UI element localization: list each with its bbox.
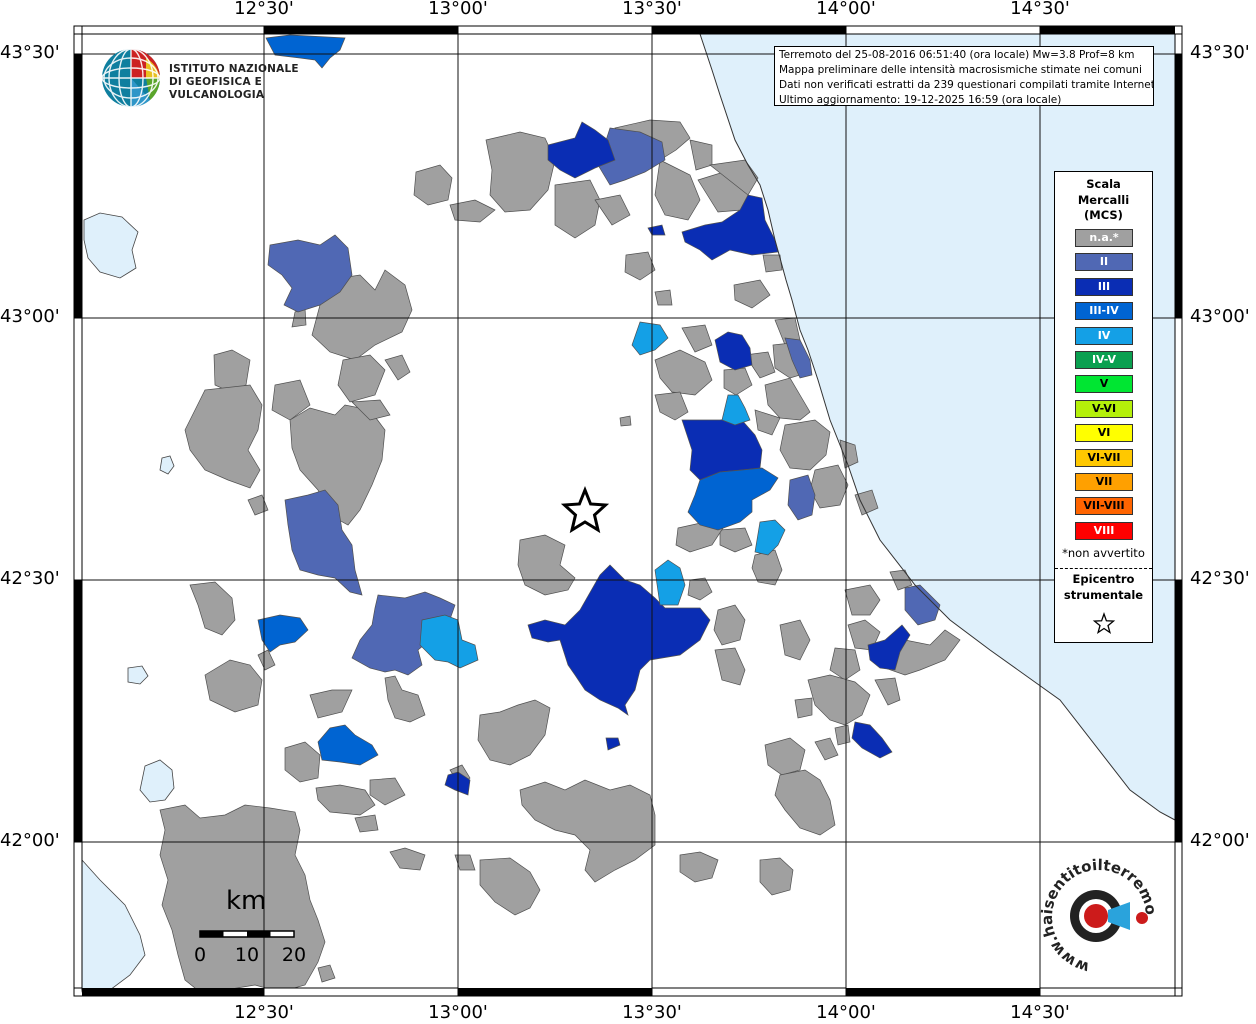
lat-label-right: 42°00' [1190,830,1250,851]
scale-bar-graphic [199,930,295,938]
lon-label-top: 14°30' [1010,0,1070,19]
lon-label-bottom: 12°30' [234,1002,294,1023]
ingv-name: ISTITUTO NAZIONALE DI GEOFISICA E VULCAN… [169,63,310,102]
legend-item: VI-VII [1075,448,1133,467]
lake-small [159,455,175,475]
municipalities-not-felt [159,119,961,993]
lon-label-top: 13°30' [622,0,682,19]
legend-epicenter-line: Epicentro [1072,572,1135,586]
map-frame [73,25,1183,997]
scale-unit: km [226,886,267,916]
lake-trasimeno [83,212,139,279]
legend-epicenter-label: Epicentro strumentale [1055,572,1152,603]
scale-bar: km 0 10 20 [186,888,316,978]
municipalities-intensity-IV [419,321,786,669]
lat-label-left: 43°00' [0,306,60,327]
intensity-legend: Scala Mercalli (MCS) n.a.* II III III-IV IV I… [1054,171,1153,643]
legend-title-line: Scala [1086,177,1121,191]
lat-label-right: 43°00' [1190,306,1250,327]
lake-piediluco [127,665,149,685]
legend-note: *non avvertito [1062,546,1145,560]
lon-label-top: 13°00' [428,0,488,19]
ingv-name-line2: DI GEOFISICA E VULCANOLOGIA [169,76,265,101]
lon-label-top: 12°30' [234,0,294,19]
legend-item: VII [1075,473,1133,491]
legend-item: IV-V [1075,351,1133,369]
event-info-line: Terremoto del 25-08-2016 06:51:40 (ora l… [779,49,1135,61]
legend-epicenter-line: strumentale [1063,587,1144,602]
municipalities-intensity-II [267,127,941,676]
legend-title-line: Mercalli [1077,192,1130,207]
scale-label: 20 [281,944,307,966]
legend-title: Scala Mercalli (MCS) [1055,177,1152,224]
star-icon [1092,612,1116,635]
lat-label-left: 43°30' [0,42,60,63]
lon-label-top: 14°00' [816,0,876,19]
ingv-name-line1: ISTITUTO NAZIONALE [169,63,299,75]
municipalities-intensity-III-IV [257,34,779,766]
event-info-line: Ultimo aggiornamento: 19-12-2025 16:59 (… [779,94,1062,106]
scale-label: 10 [234,944,260,966]
event-info-line: Dati non verificati estratti da 239 ques… [779,79,1154,91]
scale-label: 0 [193,944,207,966]
globe-icon [101,48,161,108]
haisentito-logo: www.haisentitoilterremoto.it [1034,852,1160,977]
legend-item: VI [1075,424,1133,443]
ingv-logo: ISTITUTO NAZIONALE DI GEOFISICA E VULCAN… [100,46,310,110]
graticule [82,34,1175,990]
lat-label-left: 42°00' [0,830,60,851]
legend-item: III [1075,277,1133,296]
lon-label-bottom: 13°30' [622,1002,682,1023]
lake-bolsena [139,759,175,803]
lon-label-bottom: 14°00' [816,1002,876,1023]
epicenter-star-icon [560,485,610,534]
legend-item: III-IV [1075,302,1133,321]
legend-item: VIII [1075,521,1133,540]
legend-item: IV [1075,326,1133,345]
coastline [699,33,1176,821]
tyrrhenian-sea [81,858,146,993]
lon-label-bottom: 13°00' [428,1002,488,1023]
lat-label-right: 42°30' [1190,568,1250,589]
legend-item: VII-VIII [1075,497,1133,516]
legend-divider [1055,568,1152,569]
legend-item: V-VI [1075,399,1133,418]
lat-label-right: 43°30' [1190,42,1250,63]
event-info-box: Terremoto del 25-08-2016 06:51:40 (ora l… [774,46,1154,106]
legend-item: V [1075,375,1133,394]
lat-label-left: 42°30' [0,568,60,589]
legend-item: II [1075,253,1133,272]
legend-item: n.a.* [1075,229,1133,247]
legend-title-line: (MCS) [1084,208,1123,222]
event-info-line: Mappa preliminare delle intensità macros… [779,64,1142,76]
lon-label-bottom: 14°30' [1010,1002,1070,1023]
